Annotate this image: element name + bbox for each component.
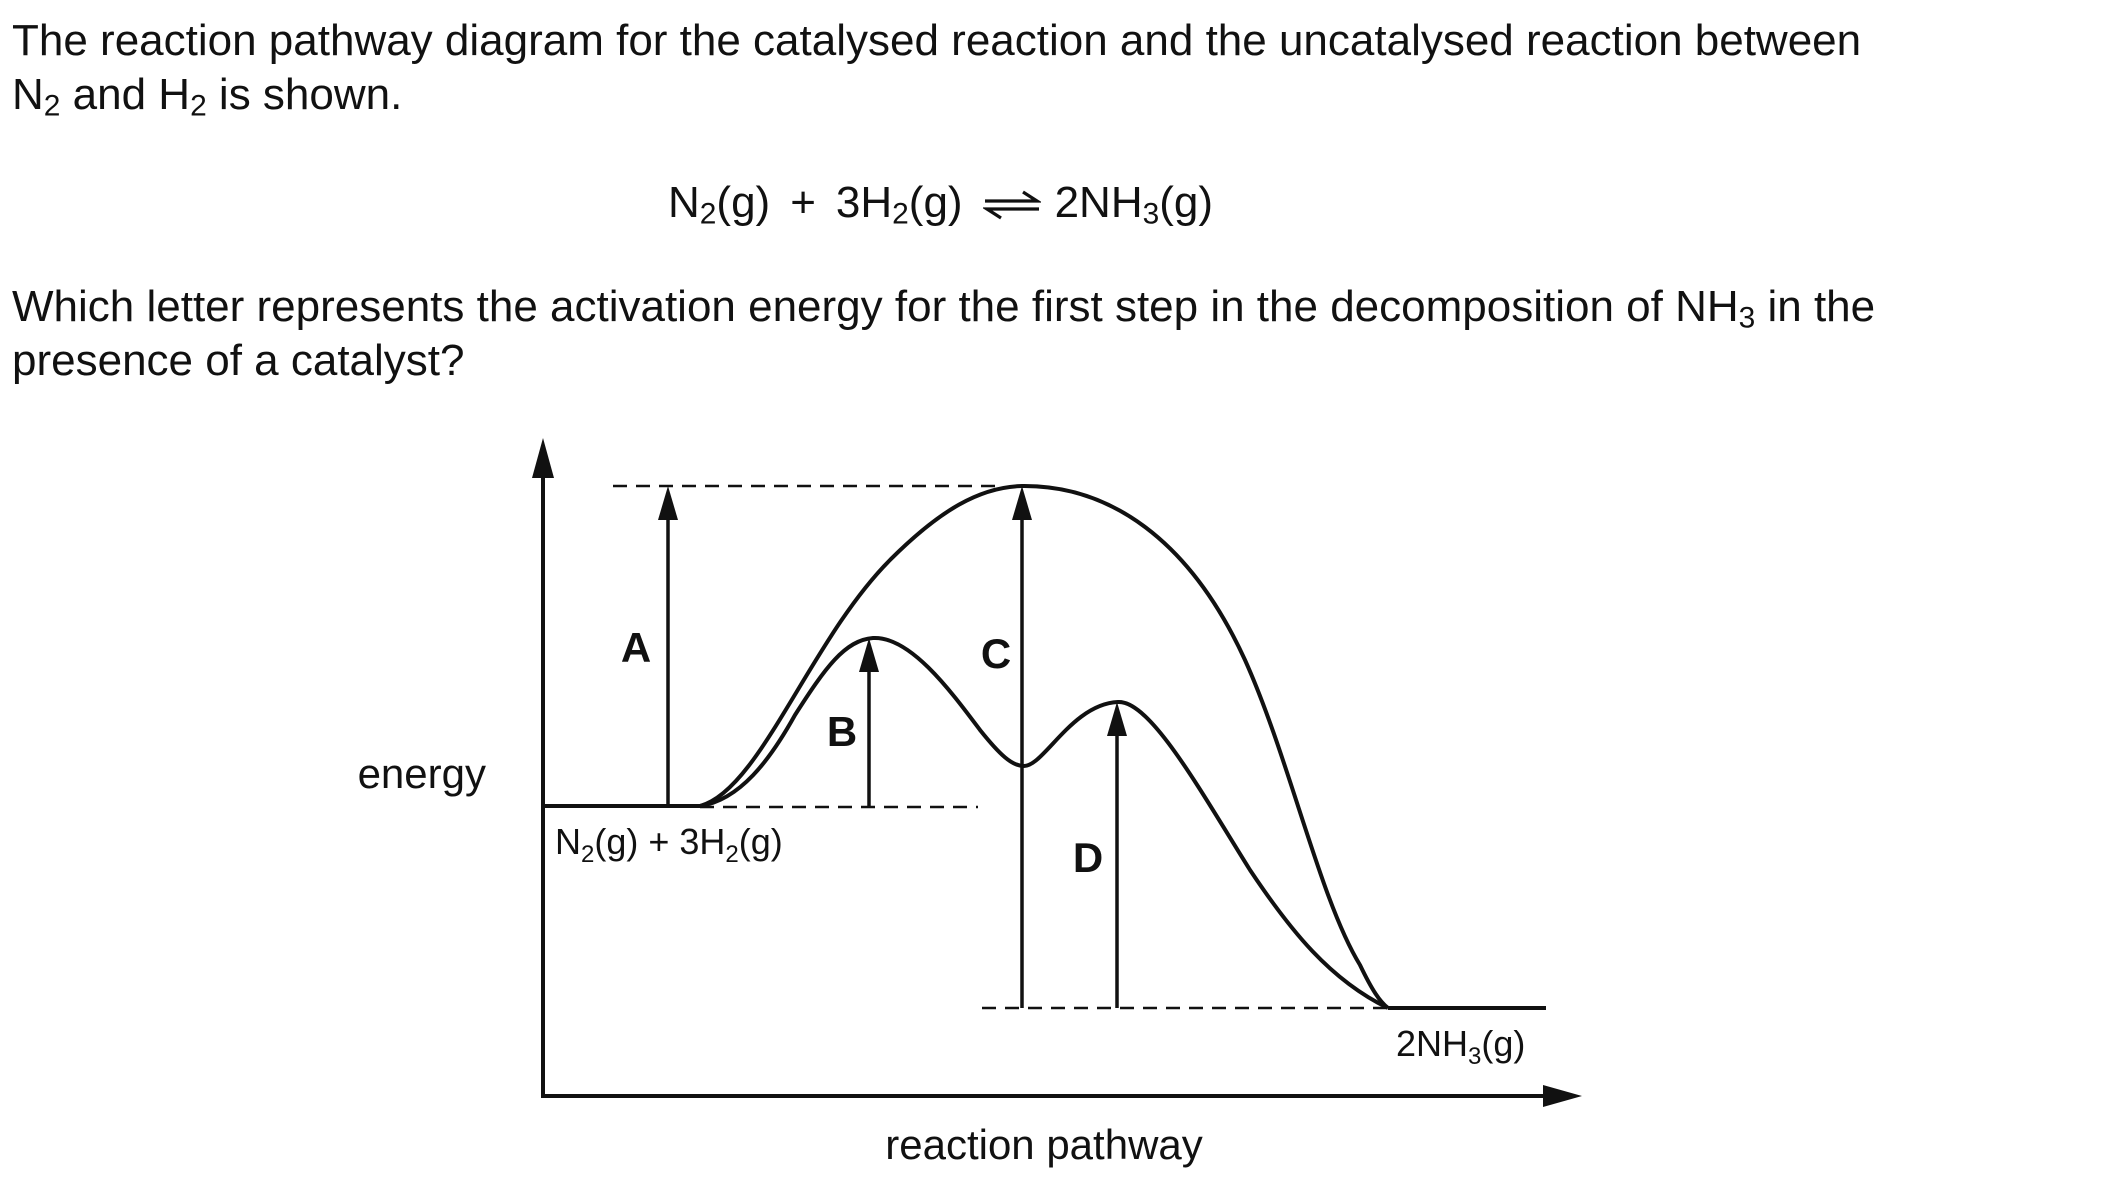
arrow-b-head-icon <box>859 638 879 672</box>
intro-n-subscript: 2 <box>43 89 61 123</box>
products-subscript: 3 <box>1468 1043 1481 1070</box>
reactants-n-symbol: N <box>555 821 581 862</box>
y-axis-label: energy <box>358 750 486 797</box>
reactants-middle: (g) + 3H <box>594 821 725 862</box>
y-axis-arrowhead-icon <box>532 438 554 478</box>
reaction-equation: N2(g) +3H2(g) 2NH3(g) <box>668 176 1213 230</box>
equation-reactant-2: 3H <box>835 178 893 227</box>
intro-ending: is shown. <box>206 70 403 119</box>
equation-product-state: (g) <box>1159 178 1214 227</box>
arrow-a-head-icon <box>658 486 678 520</box>
catalysed-pathway-curve <box>699 635 1389 1010</box>
equation-reactant-1-state: (g) <box>716 178 771 227</box>
equation-product: 2NH <box>1054 178 1143 227</box>
equation-reactant-1: N <box>668 178 700 227</box>
products-label: 2NH3(g) <box>1396 1023 1525 1070</box>
prompt-nh3-subscript: 3 <box>1738 301 1756 335</box>
equation-plus: + <box>790 178 816 227</box>
question-prompt-line-2: presence of a catalyst? <box>12 336 465 385</box>
equation-reactant-1-subscript: 2 <box>699 197 717 231</box>
prompt-end: in the <box>1755 282 1876 331</box>
question-intro-line-1: The reaction pathway diagram for the cat… <box>12 16 1862 65</box>
reactants-n-subscript: 2 <box>581 841 594 868</box>
arrow-d-head-icon <box>1107 702 1127 736</box>
label-d: D <box>1073 834 1103 881</box>
reactants-label: N2(g) + 3H2(g) <box>555 821 783 868</box>
question-prompt-line-1: Which letter represents the activation e… <box>12 280 1875 334</box>
x-axis-label: reaction pathway <box>885 1121 1203 1168</box>
equation-reactant-2-subscript: 2 <box>892 197 909 231</box>
equation-reactant-2-state: (g) <box>908 178 963 227</box>
label-a: A <box>621 624 651 671</box>
prompt-start: Which letter represents the activation e… <box>12 282 1739 331</box>
intro-h-subscript: 2 <box>190 89 207 123</box>
equation-product-subscript: 3 <box>1142 197 1160 231</box>
intro-n-symbol: N <box>12 70 44 119</box>
arrow-c-head-icon <box>1012 486 1032 520</box>
intro-and-h: and H <box>60 70 191 119</box>
question-intro-line-2: N2 and H2 is shown. <box>12 68 402 122</box>
products-main: 2NH <box>1396 1023 1468 1064</box>
x-axis-arrowhead-icon <box>1543 1085 1582 1107</box>
reactants-h-subscript: 2 <box>725 841 738 868</box>
products-end: (g) <box>1481 1023 1525 1064</box>
reactants-end: (g) <box>739 821 783 862</box>
label-c: C <box>981 630 1011 677</box>
label-b: B <box>827 708 857 755</box>
equilibrium-arrow-icon <box>982 191 1041 220</box>
uncatalysed-pathway-curve <box>699 483 1390 1010</box>
